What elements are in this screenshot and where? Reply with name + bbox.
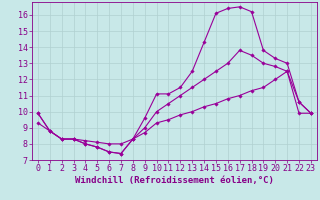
X-axis label: Windchill (Refroidissement éolien,°C): Windchill (Refroidissement éolien,°C) <box>75 176 274 185</box>
